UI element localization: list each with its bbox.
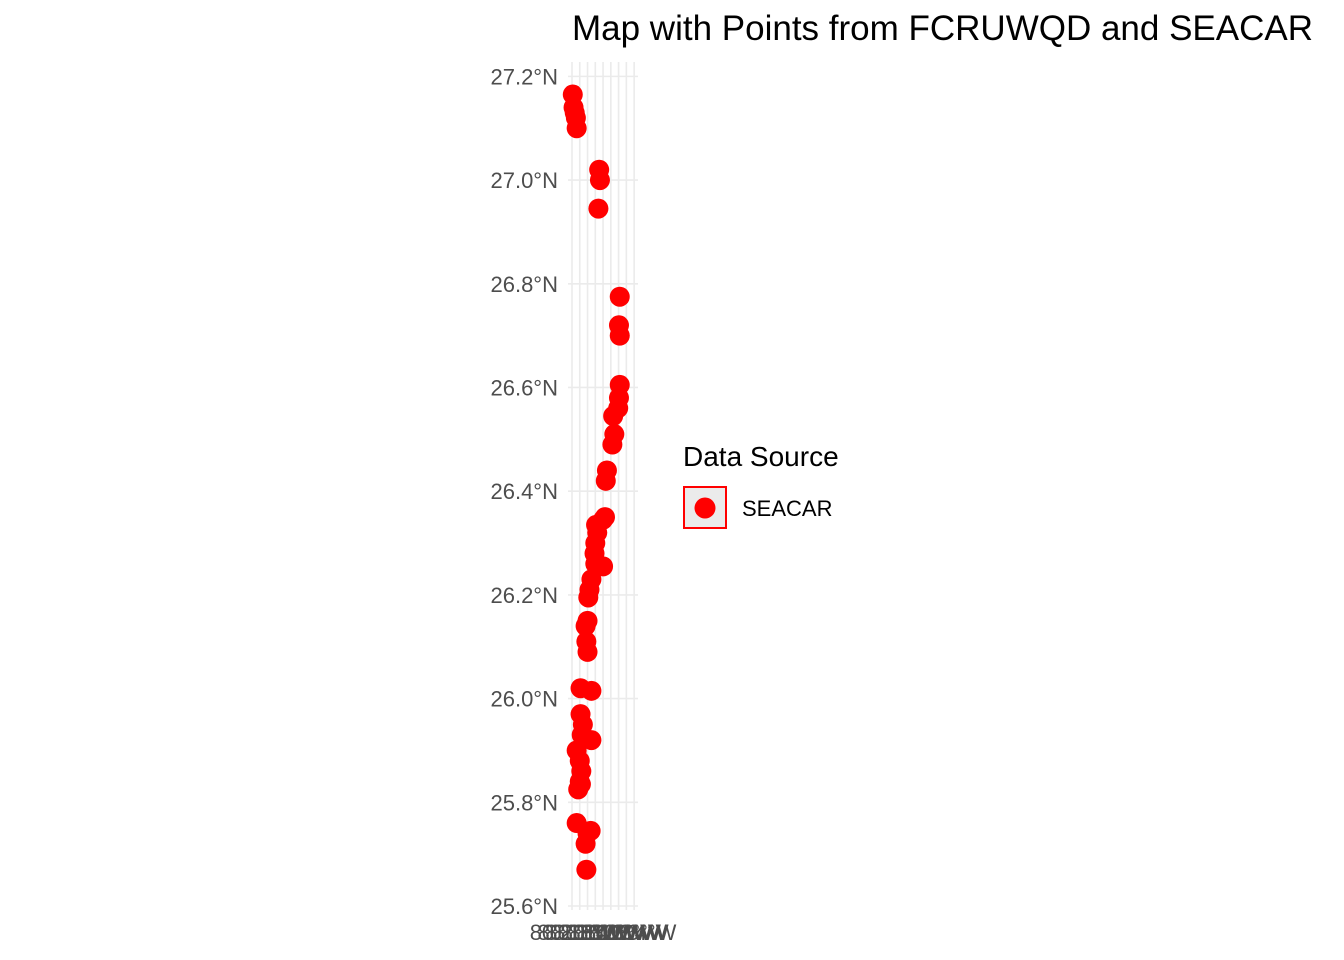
data-point xyxy=(602,434,623,455)
data-point xyxy=(603,406,624,426)
x-axis-ticks: 80.20°W80.18°W80.16°W80.14°W80.12°W80.10… xyxy=(530,920,677,945)
y-tick-label: 26.0°N xyxy=(490,687,558,712)
y-tick-label: 26.2°N xyxy=(490,583,558,608)
data-point xyxy=(593,556,614,577)
y-tick-label: 26.6°N xyxy=(490,375,558,400)
x-tick-label: 80.18°W xyxy=(537,920,622,945)
x-tick-label: 80.04°W xyxy=(592,920,677,945)
data-point xyxy=(577,641,598,662)
data-point xyxy=(566,118,587,139)
legend-key-dot xyxy=(694,497,716,519)
y-tick-label: 27.0°N xyxy=(490,168,558,193)
x-tick-label: 80.12°W xyxy=(561,920,646,945)
y-tick-label: 27.2°N xyxy=(490,64,558,89)
data-point xyxy=(595,470,616,491)
chart-title: Map with Points from FCRUWQD and SEACAR xyxy=(572,9,1313,48)
data-point xyxy=(576,859,597,880)
data-point xyxy=(581,680,602,701)
data-point xyxy=(589,170,610,191)
x-tick-label: 80.16°W xyxy=(545,920,630,945)
x-tick-label: 80.14°W xyxy=(553,920,638,945)
legend-title: Data Source xyxy=(683,441,839,472)
y-tick-label: 25.6°N xyxy=(490,894,558,919)
data-point xyxy=(609,325,630,346)
y-tick-label: 25.8°N xyxy=(490,790,558,815)
legend-label: SEACAR xyxy=(742,496,832,521)
data-point xyxy=(568,779,589,800)
y-axis-ticks: 25.6°N 25.8°N 26.0°N 26.2°N 26.4°N 26.6°N 26.8… xyxy=(490,64,558,919)
x-tick-label: 80.08°W xyxy=(576,920,661,945)
data-point xyxy=(575,833,596,854)
legend: Data Source SEACAR xyxy=(683,441,839,529)
data-point xyxy=(571,724,592,745)
data-point xyxy=(609,286,630,307)
data-point xyxy=(588,198,609,219)
data-point xyxy=(575,616,596,636)
data-points xyxy=(562,84,630,880)
y-tick-label: 26.8°N xyxy=(490,272,558,297)
data-point xyxy=(578,587,599,608)
x-tick-label: 80.06°W xyxy=(584,920,669,945)
x-tick-label: 80.10°W xyxy=(569,920,654,945)
x-tick-label: 80.20°W xyxy=(530,920,615,945)
y-tick-label: 26.4°N xyxy=(490,479,558,504)
